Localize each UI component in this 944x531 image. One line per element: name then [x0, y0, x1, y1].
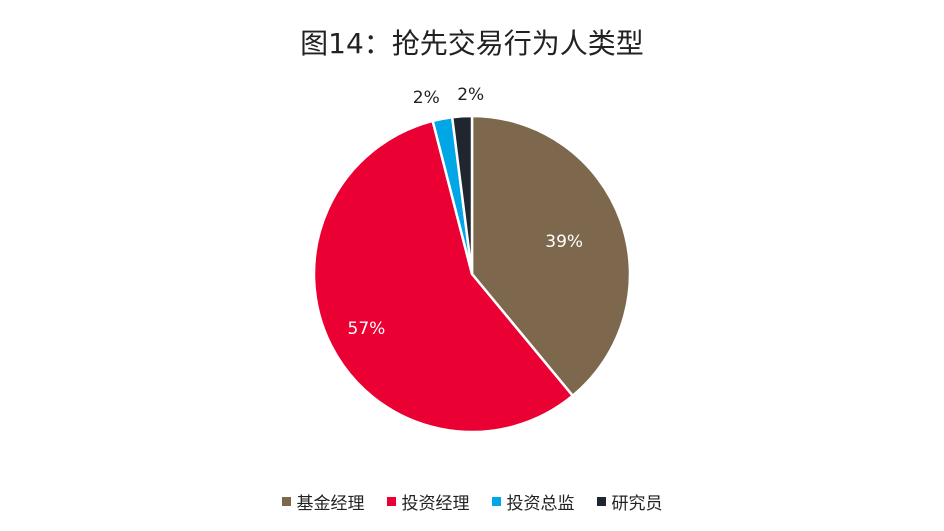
pie-slice-4 [450, 114, 474, 276]
legend-label: 投资经理 [401, 494, 470, 514]
data-label-1: 39% [545, 232, 583, 252]
pie-slice-1 [470, 114, 632, 397]
chart-title: 图14：抢先交易行为人类型 [300, 27, 644, 60]
legend-swatch [386, 497, 396, 506]
pie-slice-2 [312, 119, 574, 434]
legend-item: 投资总监 [491, 489, 575, 514]
legend-swatch [491, 497, 501, 506]
legend-label: 基金经理 [296, 494, 365, 514]
legend-swatch [281, 497, 291, 506]
legend-item: 投资经理 [386, 489, 470, 514]
legend-label: 研究员 [611, 494, 663, 514]
data-label-2: 57% [348, 319, 386, 339]
legend-item: 基金经理 [281, 489, 365, 514]
legend: 基金经理 投资经理 投资总监 研究员 [0, 489, 944, 514]
legend-label: 投资总监 [506, 494, 575, 514]
data-label-3: 2% [413, 88, 440, 108]
legend-swatch [596, 497, 606, 506]
data-label-4: 2% [457, 85, 484, 105]
legend-item: 研究员 [596, 489, 663, 514]
